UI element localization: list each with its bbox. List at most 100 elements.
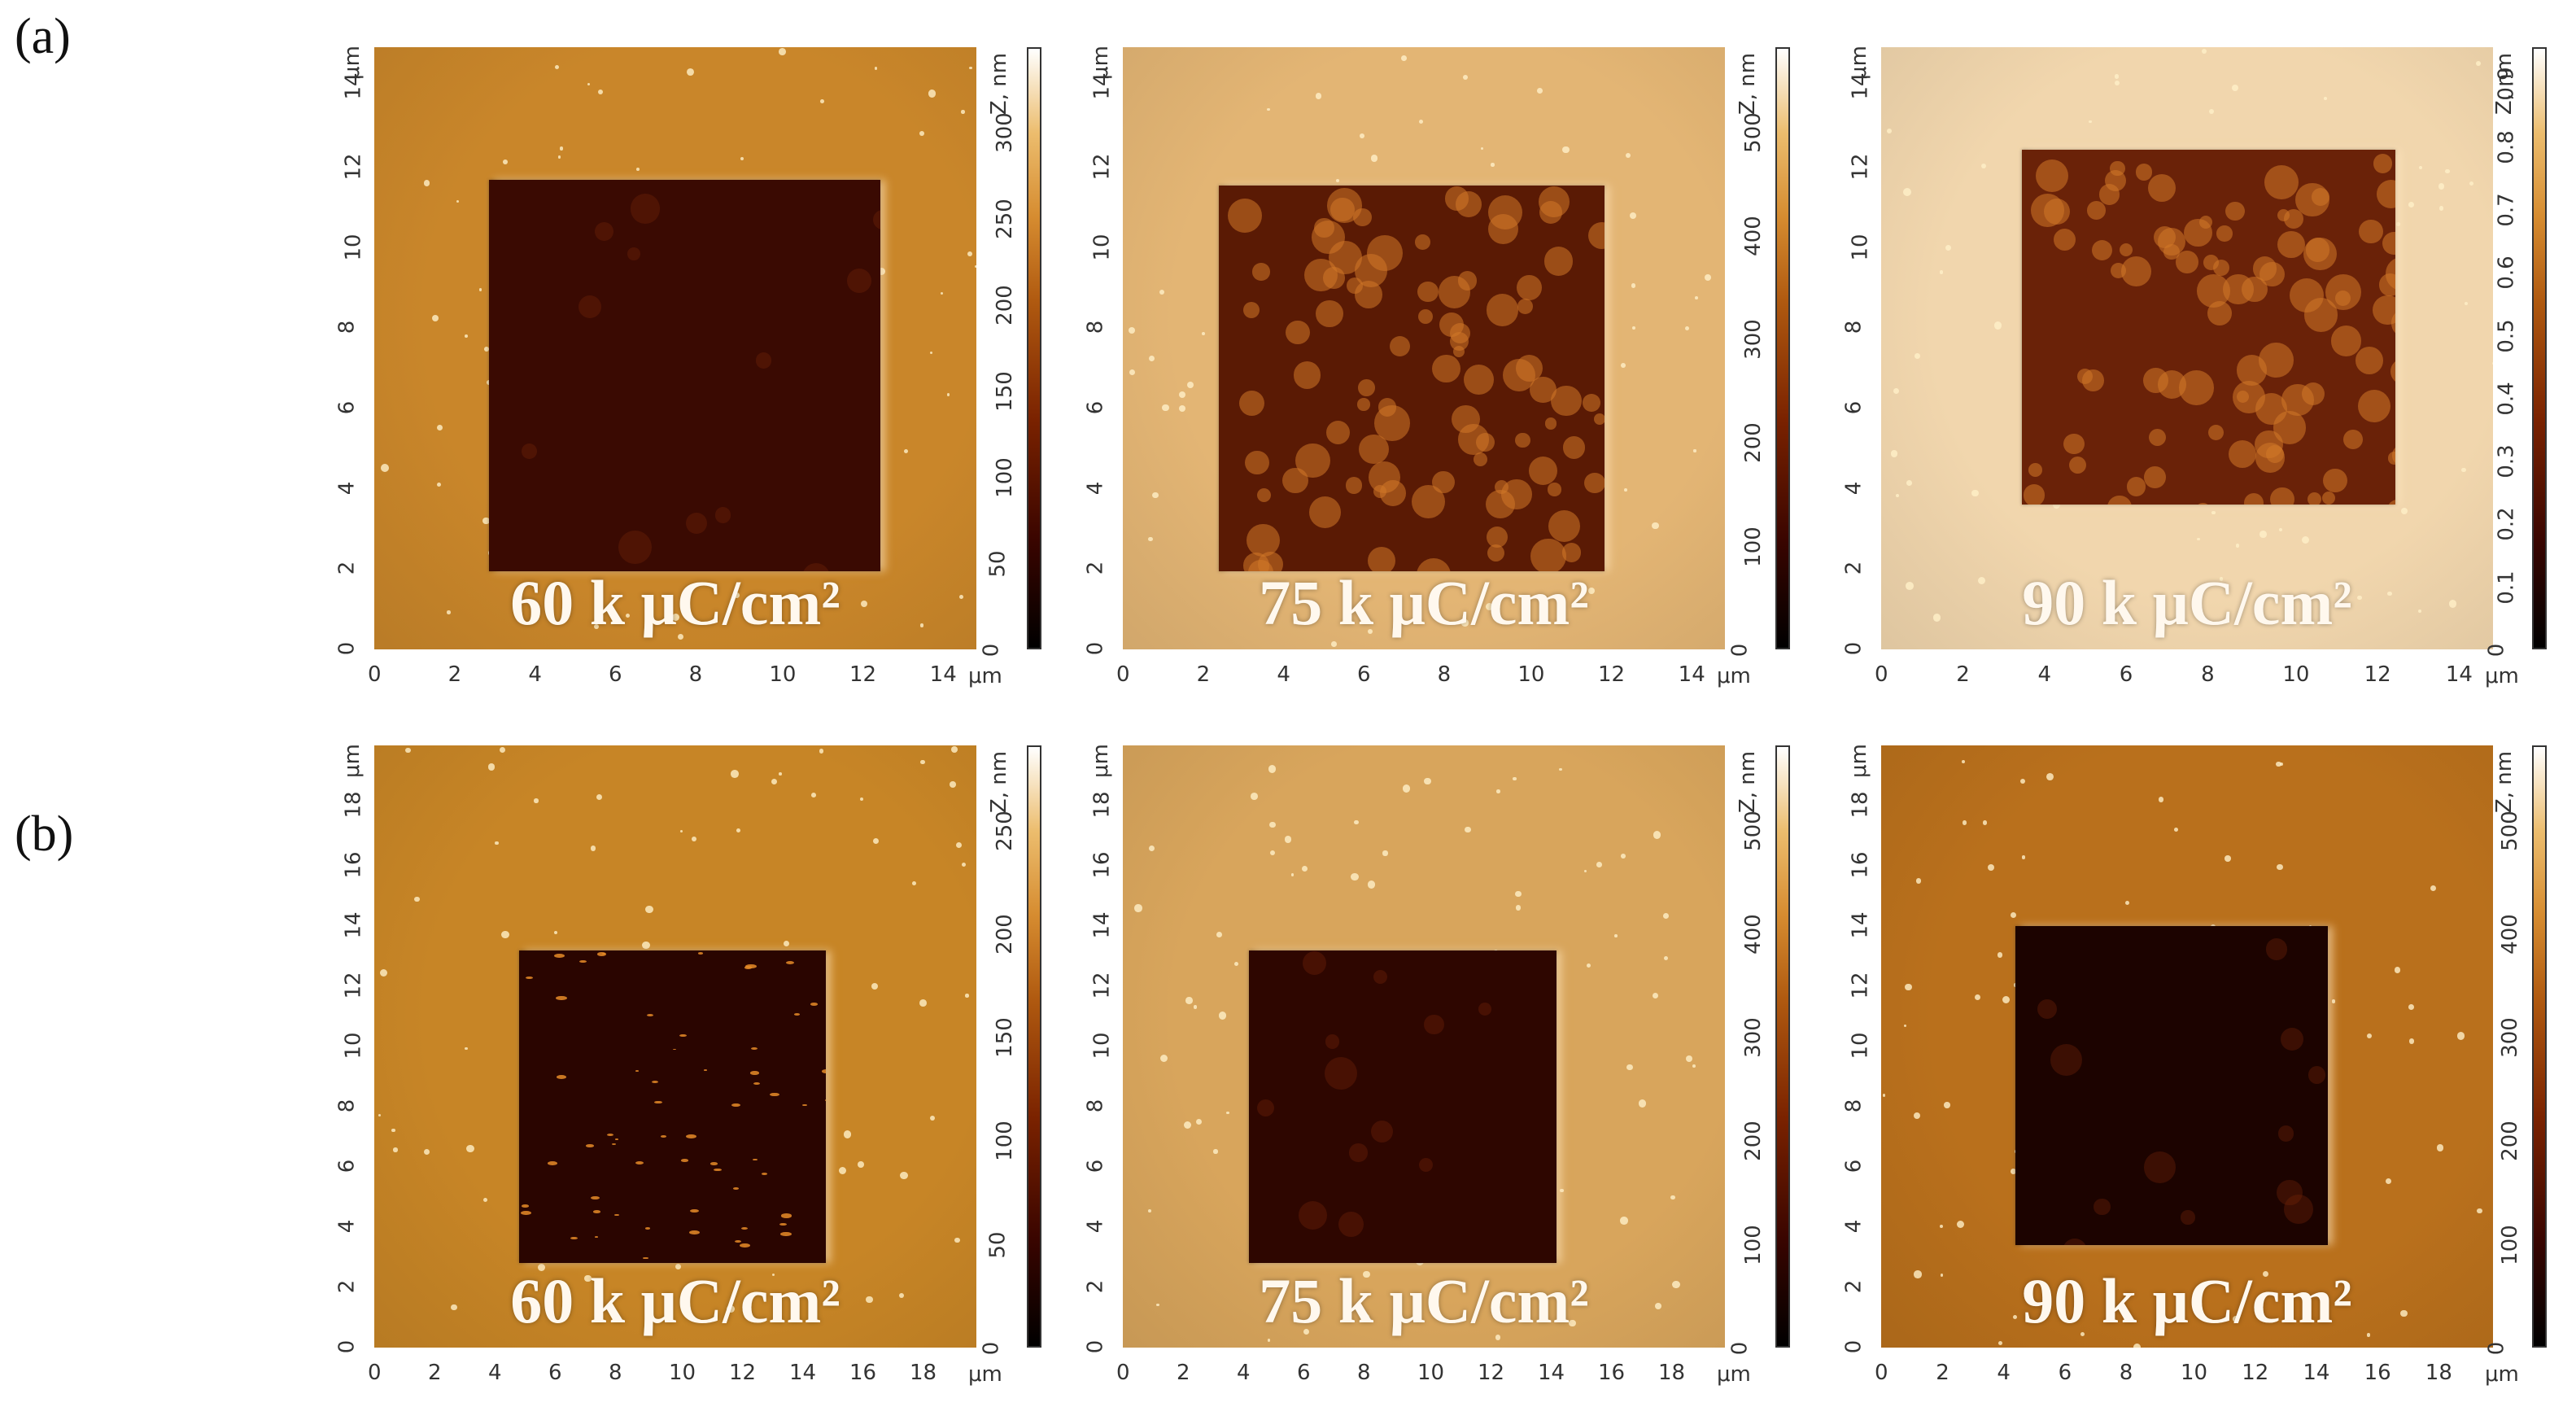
grain	[2323, 468, 2347, 493]
surface-particle	[1586, 963, 1591, 968]
z-tick-label: 0.7	[2494, 193, 2519, 227]
grain	[594, 222, 613, 242]
surface-particle	[727, 1304, 735, 1313]
x-tick-label: 10	[1417, 1361, 1445, 1385]
surface-particle	[437, 424, 443, 431]
grain	[627, 247, 640, 260]
surface-particle	[1670, 1195, 1675, 1200]
grain	[740, 1226, 749, 1230]
surface-particle	[1481, 146, 1484, 150]
grain	[1298, 1200, 1328, 1230]
grain	[872, 209, 880, 230]
x-tick-label: 4	[1237, 1361, 1251, 1385]
grain	[2343, 429, 2364, 449]
z-tick-label: 200	[992, 284, 1017, 326]
y-unit-label: μm	[1088, 744, 1113, 778]
surface-particle	[1301, 866, 1308, 872]
grain	[2255, 430, 2283, 459]
surface-particle	[1944, 1102, 1950, 1108]
exposed-square	[518, 950, 826, 1264]
x-tick-label: 14	[1678, 662, 1705, 687]
surface-particle	[2394, 967, 2401, 973]
surface-particle	[584, 1274, 592, 1282]
y-unit-label: μm	[1846, 46, 1871, 80]
x-tick-label: 12	[729, 1361, 757, 1385]
x-tick-label: 14	[929, 662, 957, 687]
surface-particle	[899, 1293, 905, 1299]
z-tick-label: 200	[992, 914, 1017, 955]
surface-particle	[1672, 1280, 1680, 1289]
grain	[2063, 433, 2085, 455]
surface-particle	[1886, 129, 1892, 134]
surface-particle	[1218, 1011, 1227, 1020]
surface-particle	[1684, 326, 1689, 331]
afm-image: 60 k μC/cm²	[374, 47, 976, 649]
z-colorbar	[2532, 745, 2547, 1348]
surface-particle	[2357, 595, 2362, 601]
surface-particle	[2002, 996, 2011, 1004]
grain	[2043, 199, 2070, 225]
surface-particle	[2324, 97, 2327, 101]
grain	[1417, 281, 1439, 303]
grain	[1369, 461, 1401, 493]
surface-particle	[2469, 181, 2473, 186]
grain	[1530, 538, 1567, 571]
x-tick-label: 0	[1875, 662, 1888, 687]
surface-particle	[1982, 820, 1987, 825]
grain	[1311, 221, 1345, 255]
grain	[594, 1236, 599, 1239]
grain	[2277, 1125, 2294, 1142]
surface-particle	[941, 291, 944, 295]
grain	[740, 1243, 751, 1248]
y-tick-label: 0	[1083, 1339, 1108, 1354]
grain	[732, 1186, 740, 1190]
surface-particle	[2115, 74, 2120, 79]
y-tick-label: 16	[341, 851, 366, 879]
grain	[653, 1100, 662, 1104]
grain	[618, 530, 653, 564]
z-tick-label: 250	[992, 198, 1017, 239]
grain	[2228, 439, 2256, 468]
grain	[652, 1080, 659, 1083]
surface-particle	[1335, 178, 1339, 182]
surface-particle	[691, 836, 696, 842]
grain	[824, 1099, 826, 1102]
grain	[601, 953, 605, 955]
surface-particle	[555, 64, 560, 70]
x-tick-label: 14	[2303, 1361, 2330, 1385]
grain	[2303, 237, 2337, 271]
z-tick-label: 200	[1740, 1121, 1766, 1162]
grain	[697, 952, 703, 955]
surface-particle	[2013, 1314, 2018, 1319]
z-tick-label: 0	[2484, 643, 2509, 658]
surface-particle	[1705, 274, 1712, 282]
x-tick-label: 10	[2282, 662, 2310, 687]
surface-particle	[2477, 1208, 2482, 1213]
grain	[521, 1204, 530, 1208]
grain	[1323, 267, 1345, 289]
surface-particle	[1185, 997, 1193, 1004]
grain	[2236, 355, 2267, 386]
y-tick-label: 0	[1083, 641, 1108, 656]
grain	[2357, 389, 2390, 423]
surface-particle	[2235, 544, 2240, 548]
z-tick-label: 0	[979, 1341, 1004, 1356]
surface-particle	[379, 968, 387, 977]
grain	[522, 443, 537, 459]
grain	[2225, 201, 2245, 221]
surface-particle	[1268, 765, 1277, 773]
grain	[596, 952, 607, 956]
grain	[1326, 188, 1362, 224]
z-tick-label: 400	[2497, 914, 2522, 955]
grain	[2053, 228, 2076, 251]
x-tick-label: 18	[1658, 1361, 1686, 1385]
z-tick-label: 200	[2497, 1121, 2522, 1162]
y-tick-label: 0	[334, 1339, 360, 1354]
grain	[2076, 368, 2094, 384]
grain	[2265, 938, 2288, 960]
surface-particle	[2277, 864, 2283, 871]
surface-particle	[2201, 48, 2207, 55]
grain	[2207, 300, 2233, 326]
grain	[2376, 179, 2395, 208]
y-tick-label: 10	[1848, 234, 1873, 261]
